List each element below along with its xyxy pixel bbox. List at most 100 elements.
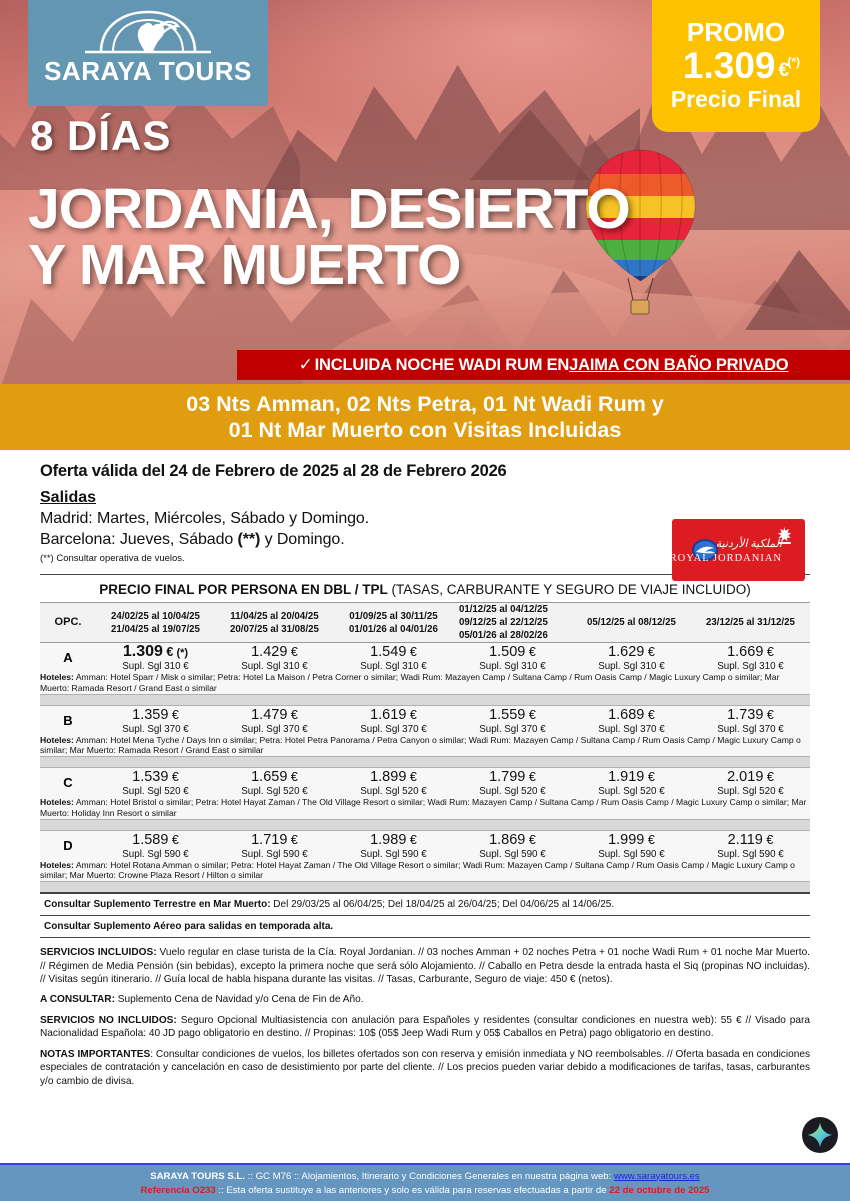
option-label: D <box>40 830 96 860</box>
price-cell: 2.119 € <box>690 830 810 849</box>
supplement-cell: Supl. Sgl 370 € <box>96 723 215 735</box>
trip-duration: 8 DÍAS <box>30 112 172 159</box>
price-value: 1.989 € <box>370 831 417 848</box>
price-currency: € <box>406 707 417 722</box>
promo-currency: € <box>778 60 790 82</box>
services-included: SERVICIOS INCLUIDOS: Vuelo regular en cl… <box>40 946 810 986</box>
price-currency: € <box>644 645 655 660</box>
promo-badge: PROMO (*) 1.309 € Precio Final <box>652 0 820 132</box>
column-header-dates: 05/12/25 al 08/12/25 <box>571 601 691 644</box>
price-value: 1.629 € <box>608 644 655 661</box>
row-separator <box>40 756 810 769</box>
price-cell: 1.549 € <box>333 642 453 662</box>
price-asterisk: (*) <box>173 647 189 660</box>
supplement-cell: Supl. Sgl 590 € <box>571 848 691 860</box>
price-cell: 1.659 € <box>214 767 334 787</box>
itinerary-line-2: 01 Nt Mar Muerto con Visitas Incluidas <box>228 418 622 442</box>
hotels-text: Amman: Hotel Sparr / Misk o similar; Pet… <box>40 672 780 694</box>
promo-price-row: 1.309 € <box>683 47 789 84</box>
departures-barcelona: Barcelona: Jueves, Sábado (**) y Domingo… <box>40 531 810 549</box>
price-value: 1.429 € <box>251 644 298 661</box>
ibex-arch-icon <box>85 10 211 54</box>
price-currency: € <box>406 832 417 847</box>
supplement-row: Supl. Sgl 590 € Supl. Sgl 590 € Supl. Sgl … <box>40 848 810 860</box>
price-currency: € <box>763 645 774 660</box>
supplement-cell: Supl. Sgl 310 € <box>96 661 215 673</box>
price-value: 2.019 € <box>727 769 774 786</box>
price-value: 1.359 € <box>132 706 179 723</box>
supplement-row: Supl. Sgl 310 € Supl. Sgl 310 € Supl. Sgl … <box>40 661 810 673</box>
departures-barcelona-mark: (**) <box>237 531 261 548</box>
price-cell: 1.539 € <box>96 767 215 787</box>
departures-barcelona-pre: Barcelona: Jueves, Sábado <box>40 531 238 548</box>
price-value: 1.719 € <box>251 831 298 848</box>
supplement-row: Supl. Sgl 520 € Supl. Sgl 520 € Supl. Sgl … <box>40 786 810 798</box>
row-separator <box>40 881 810 894</box>
footer-date: 22 de octubre de 2025 <box>609 1184 710 1196</box>
price-cell: 1.899 € <box>333 767 453 787</box>
price-value: 1.919 € <box>608 769 655 786</box>
price-currency: € <box>168 832 179 847</box>
svg-text:الملكية الأردنية: الملكية الأردنية <box>716 536 784 550</box>
hot-air-balloon-illustration <box>585 149 696 315</box>
price-currency: € <box>287 645 298 660</box>
hotels-cell: Hoteles: Amman: Hotel Mena Tyche / Days … <box>40 734 810 757</box>
price-value: 1.999 € <box>608 831 655 848</box>
offer-validity: Oferta válida del 24 de Febrero de 2025 … <box>40 462 507 480</box>
content-body: Oferta válida del 24 de Febrero de 2025 … <box>0 450 850 1088</box>
highlight-ribbon: ✓ INCLUIDA NOCHE WADI RUM EN JAIMA CON BA… <box>237 350 850 380</box>
price-cell: 1.739 € <box>690 705 810 724</box>
price-cell: 1.509 € <box>452 642 572 662</box>
services-included-label: SERVICIOS INCLUIDOS: <box>40 947 157 959</box>
price-currency: € <box>763 707 774 722</box>
itinerary-band: 03 Nts Amman, 02 Nts Petra, 01 Nt Wadi R… <box>0 384 850 450</box>
price-value: 1.559 € <box>489 706 536 723</box>
supplement-cell: Supl. Sgl 520 € <box>452 786 572 798</box>
supplement-cell: Supl. Sgl 310 € <box>571 661 691 673</box>
royal-jordanian-logo: الملكية الأردنية ROYAL JORDANIAN <box>672 527 792 564</box>
supplement-cell: Supl. Sgl 370 € <box>690 723 810 735</box>
title-line-1: JORDANIA, DESIERTO <box>28 177 631 241</box>
row-separator-cell <box>40 818 810 831</box>
row-separator-cell <box>40 693 810 706</box>
price-table: OPC. 24/02/25 al 10/04/25 21/04/25 al 19/0… <box>40 601 810 894</box>
column-header-dates: 24/02/25 al 10/04/25 21/04/25 al 19/07/25 <box>96 601 215 644</box>
hotels-row: Hoteles: Amman: Hotel Sparr / Misk o sim… <box>40 672 810 695</box>
supplement-cell: Supl. Sgl 370 € <box>571 723 691 735</box>
hotels-cell: Hoteles: Amman: Hotel Bristol o similar;… <box>40 797 810 820</box>
price-value: 1.539 € <box>132 769 179 786</box>
supplement-cell: Supl. Sgl 310 € <box>214 661 334 673</box>
supplement-cell: Supl. Sgl 520 € <box>571 786 691 798</box>
price-currency: € <box>525 645 536 660</box>
footer-company: SARAYA TOURS S.L. <box>150 1170 245 1182</box>
itinerary-line-1: 03 Nts Amman, 02 Nts Petra, 01 Nt Wadi R… <box>186 391 664 416</box>
decorative-badge <box>802 1117 838 1153</box>
departures-madrid: Madrid: Martes, Miércoles, Sábado y Domi… <box>40 510 370 527</box>
price-cell: 1.989 € <box>333 830 453 849</box>
price-table-section: PRECIO FINAL POR PERSONA EN DBL / TPL (T… <box>40 574 810 939</box>
row-separator-cell <box>40 756 810 769</box>
row-separator <box>40 818 810 831</box>
price-cell: 1.359 € <box>96 705 215 724</box>
column-header-dates: 23/12/25 al 31/12/25 <box>690 601 810 644</box>
price-cell: 1.669 € <box>690 642 810 662</box>
price-table-title-bold: PRECIO FINAL POR PERSONA EN DBL / TPL <box>99 582 388 597</box>
supplement-cell: Supl. Sgl 590 € <box>690 848 810 860</box>
price-currency: € <box>525 770 536 785</box>
footer-website-link[interactable]: www.sarayatours.es <box>613 1170 700 1182</box>
services-not-included-label: SERVICIOS NO INCLUIDOS: <box>40 1014 177 1026</box>
important-notes-label: NOTAS IMPORTANTES <box>40 1048 151 1060</box>
price-cell: 1.589 € <box>96 830 215 849</box>
option-label: C <box>40 767 96 798</box>
supplement-cell: Supl. Sgl 520 € <box>214 786 334 798</box>
supplement-cell: Supl. Sgl 520 € <box>690 786 810 798</box>
hotels-label: Hoteles: <box>40 734 74 745</box>
price-cell: 1.479 € <box>214 705 334 724</box>
ribbon-text: INCLUIDA NOCHE WADI RUM EN <box>314 355 570 374</box>
price-value: 2.119 € <box>727 831 774 848</box>
hotels-label: Hoteles: <box>40 797 74 808</box>
price-currency: € <box>287 832 298 847</box>
supplement-cell: Supl. Sgl 590 € <box>214 848 334 860</box>
svg-text:ROYAL JORDANIAN: ROYAL JORDANIAN <box>672 553 782 564</box>
